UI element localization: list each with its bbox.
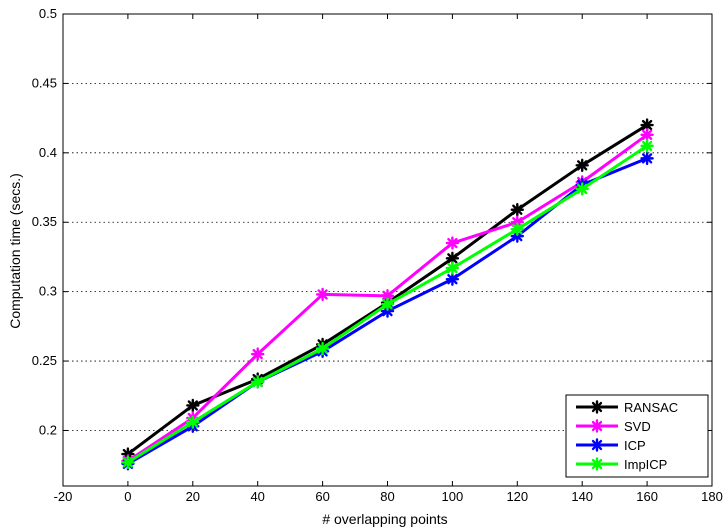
marker-core bbox=[384, 301, 391, 307]
marker-core bbox=[449, 265, 456, 271]
data-point bbox=[445, 261, 460, 275]
x-tick-label: 0 bbox=[124, 489, 131, 504]
plot-frame bbox=[62, 13, 713, 487]
data-point bbox=[445, 251, 460, 266]
data-point bbox=[640, 139, 654, 153]
marker-core bbox=[514, 219, 521, 226]
y-tick-label: 0.4 bbox=[39, 145, 57, 160]
x-tick-label: 180 bbox=[701, 489, 723, 504]
data-point bbox=[575, 158, 589, 173]
legend-marker bbox=[590, 419, 604, 433]
data-point bbox=[640, 128, 654, 142]
marker-core bbox=[319, 291, 326, 298]
marker-core bbox=[579, 162, 585, 169]
data-point bbox=[250, 375, 265, 389]
x-tick-label: 120 bbox=[506, 489, 528, 504]
marker-core bbox=[449, 276, 456, 282]
marker-core bbox=[594, 461, 600, 467]
x-tick-label: 20 bbox=[186, 489, 200, 504]
legend-marker bbox=[590, 438, 604, 452]
data-point bbox=[510, 203, 524, 217]
x-tick-label: 80 bbox=[380, 489, 394, 504]
x-tick-label: 100 bbox=[442, 489, 464, 504]
marker-core bbox=[190, 402, 196, 409]
marker-core bbox=[594, 442, 600, 448]
data-point bbox=[445, 236, 460, 250]
legend-label: RANSAC bbox=[624, 400, 678, 415]
legend-label: ICP bbox=[624, 438, 646, 453]
marker-core bbox=[579, 186, 585, 192]
data-point bbox=[575, 182, 589, 196]
series-impicp bbox=[121, 139, 654, 470]
legend-marker bbox=[590, 457, 604, 471]
y-tick-label: 0.2 bbox=[39, 422, 57, 437]
marker-core bbox=[254, 379, 261, 385]
legend-label: ImpICP bbox=[624, 457, 667, 472]
legend-item: RANSAC bbox=[576, 400, 678, 415]
marker-core bbox=[514, 206, 521, 213]
y-tick-label: 0.25 bbox=[32, 353, 57, 368]
data-point bbox=[121, 455, 135, 470]
data-point bbox=[315, 341, 330, 356]
grid-lines bbox=[63, 13, 712, 431]
data-point bbox=[380, 289, 395, 303]
legend-marker bbox=[590, 400, 604, 414]
marker-core bbox=[594, 404, 600, 410]
marker-core bbox=[319, 345, 326, 352]
y-axis-title: Computation time (secs.) bbox=[7, 173, 23, 329]
x-tick-label: 60 bbox=[315, 489, 329, 504]
data-point bbox=[640, 118, 654, 132]
marker-core bbox=[449, 240, 456, 246]
marker-core bbox=[594, 423, 600, 429]
x-tick-labels: -20 0 20 40 60 80 100 120 140 160 180 bbox=[54, 489, 723, 504]
legend: RANSAC SVD ICP ImpICP bbox=[565, 394, 709, 478]
legend-item: ImpICP bbox=[576, 457, 667, 472]
data-point bbox=[445, 272, 460, 286]
y-tick-labels: 0.2 0.25 0.3 0.35 0.4 0.45 0.5 bbox=[32, 6, 57, 437]
data-point bbox=[510, 222, 524, 236]
marker-core bbox=[190, 419, 196, 425]
y-tick-label: 0.3 bbox=[39, 284, 57, 299]
y-tick-label: 0.45 bbox=[32, 75, 57, 90]
data-series bbox=[121, 118, 654, 471]
marker-core bbox=[644, 131, 650, 138]
marker-core bbox=[125, 459, 131, 466]
y-tick-label: 0.35 bbox=[32, 214, 57, 229]
y-tick-label: 0.5 bbox=[39, 6, 57, 21]
legend-item: ICP bbox=[576, 438, 646, 453]
marker-core bbox=[384, 293, 391, 299]
marker-core bbox=[254, 351, 261, 357]
legend-item: SVD bbox=[576, 419, 651, 434]
data-point bbox=[315, 287, 330, 302]
data-point bbox=[380, 297, 395, 311]
marker-core bbox=[514, 233, 521, 239]
marker-core bbox=[514, 226, 521, 232]
x-tick-label: 140 bbox=[571, 489, 593, 504]
marker-core bbox=[125, 451, 131, 457]
data-point bbox=[186, 415, 200, 429]
x-tick-label: 160 bbox=[636, 489, 658, 504]
marker-core bbox=[644, 122, 650, 128]
marker-core bbox=[644, 143, 650, 149]
data-point bbox=[250, 347, 265, 361]
legend-label: SVD bbox=[624, 419, 651, 434]
marker-core bbox=[384, 308, 391, 314]
data-point bbox=[186, 398, 200, 413]
data-point bbox=[640, 151, 654, 166]
x-axis-title: # overlapping points bbox=[322, 511, 447, 527]
x-tick-label: -20 bbox=[54, 489, 73, 504]
x-tick-label: 40 bbox=[250, 489, 264, 504]
plot-axes bbox=[62, 13, 713, 487]
marker-core bbox=[644, 155, 650, 162]
marker-core bbox=[449, 255, 456, 262]
